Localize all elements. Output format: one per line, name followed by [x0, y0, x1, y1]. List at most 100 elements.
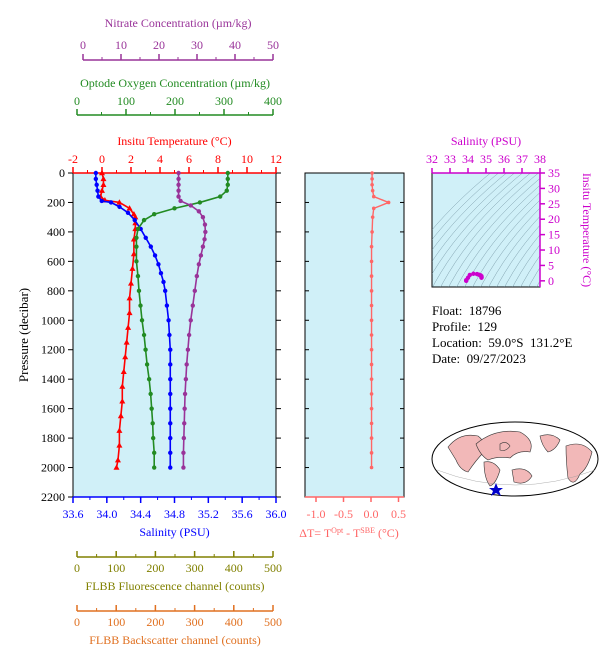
- delta-t-point: [371, 206, 376, 211]
- oxygen-point: [135, 273, 141, 279]
- temperature-point: [116, 199, 123, 205]
- fluorescence-axis-title: FLBB Fluorescence channel (counts): [86, 579, 265, 593]
- map-landmass: [511, 468, 533, 484]
- salinity-point: [143, 235, 148, 240]
- temperature-tick-label: 0: [99, 152, 105, 166]
- pressure-tick-label: 1600: [41, 402, 65, 416]
- delta-t-point: [369, 274, 374, 278]
- pressure-tick-label: 800: [47, 284, 65, 298]
- temperature-tick-label: 8: [215, 152, 221, 166]
- temperature-point: [113, 464, 120, 470]
- ts-xaxis-title: Salinity (PSU): [451, 134, 521, 148]
- nitrate-tick-label: 10: [115, 38, 127, 52]
- oxygen-point: [141, 217, 147, 223]
- delta-t-point: [369, 303, 374, 308]
- delta-t-point: [371, 194, 376, 199]
- ts-xtick-label: 33: [444, 152, 456, 166]
- oxygen-point: [150, 435, 156, 441]
- backscatter-tick-label: 200: [146, 615, 164, 629]
- nitrate-point: [176, 188, 181, 193]
- temperature-point: [130, 250, 137, 257]
- temperature-point: [130, 236, 137, 242]
- ts-point: [479, 275, 484, 280]
- salinity-axis-title: Salinity (PSU): [139, 525, 209, 539]
- oxygen-point: [152, 212, 157, 217]
- oxygen-point: [148, 391, 153, 397]
- oxygen-point: [152, 465, 157, 470]
- nitrate-point: [183, 376, 189, 382]
- salinity-point: [95, 188, 100, 193]
- nitrate-point: [181, 435, 187, 441]
- salinity-point: [117, 204, 122, 210]
- float-location-star-icon: [489, 483, 503, 496]
- salinity-point: [148, 244, 154, 249]
- fluorescence-tick-label: 400: [225, 561, 243, 575]
- temperature-point: [116, 427, 123, 433]
- ts-xtick-label: 38: [534, 152, 546, 166]
- delta-t-point: [370, 177, 374, 181]
- delta-t-xtick-label: -0.5: [334, 507, 353, 521]
- salinity-tick-label: 35.2: [198, 507, 219, 521]
- pressure-axis-title: Pressure (decibar): [16, 288, 31, 382]
- temperature-point: [119, 398, 126, 404]
- ts-ytick-label: 5: [548, 258, 554, 272]
- ts-xtick-label: 36: [498, 152, 510, 166]
- oxygen-point: [134, 244, 139, 249]
- nitrate-point: [202, 237, 207, 242]
- salinity-point: [166, 318, 171, 323]
- fluorescence-tick-label: 200: [146, 561, 164, 575]
- info-date: Date: 09/27/2023: [432, 351, 526, 366]
- oxygen-point: [146, 376, 152, 382]
- info-float: Float: 18796: [432, 303, 502, 318]
- main-plot-area: [72, 172, 277, 498]
- nitrate-point: [203, 229, 208, 235]
- ts-contour: [432, 173, 515, 262]
- temperature-point: [99, 187, 105, 193]
- delta-t-point: [370, 182, 374, 187]
- ts-xtick-label: 37: [516, 152, 528, 166]
- nitrate-point: [198, 253, 204, 258]
- ts-ytick-label: 15: [548, 228, 560, 242]
- delta-t-xtick-label: 0.5: [391, 507, 406, 521]
- fluorescence-tick-label: 500: [264, 561, 282, 575]
- salinity-point: [94, 182, 99, 187]
- oxygen-point: [152, 450, 157, 456]
- ts-ytick-label: 35: [548, 166, 560, 180]
- info-profile: Profile: 129: [432, 319, 497, 334]
- oxygen-point: [217, 194, 223, 199]
- salinity-point: [125, 210, 131, 215]
- temperature-point: [100, 181, 107, 187]
- salinity-point: [164, 303, 170, 308]
- pressure-tick-label: 2000: [41, 461, 65, 475]
- delta-t-xtick-label: -1.0: [307, 507, 326, 521]
- temperature-point: [122, 353, 129, 360]
- oxygen-point: [144, 362, 150, 367]
- temperature-point: [117, 412, 124, 419]
- backscatter-axis-title: FLBB Backscatter channel (counts): [89, 633, 261, 647]
- oxygen-point: [134, 259, 139, 264]
- delta-t-point: [369, 244, 374, 249]
- backscatter-tick-label: 500: [264, 615, 282, 629]
- ts-contour: [432, 173, 523, 275]
- salinity-point: [152, 253, 158, 258]
- salinity-point: [167, 332, 172, 338]
- fluorescence-tick-label: 0: [74, 561, 80, 575]
- nitrate-point: [186, 332, 192, 338]
- world-map: [431, 421, 599, 497]
- oxygen-point: [143, 347, 148, 352]
- salinity-point: [96, 194, 101, 199]
- delta-t-point: [369, 421, 374, 426]
- pressure-tick-label: 1800: [41, 431, 65, 445]
- delta-t-point: [369, 392, 374, 396]
- temperature-axis-title: Insitu Temperature (°C): [117, 134, 231, 148]
- nitrate-tick-label: 40: [229, 38, 241, 52]
- temperature-point: [114, 456, 121, 463]
- delta-t-xtick-label: 0.0: [364, 507, 379, 521]
- oxygen-axis-title: Optode Oxygen Concentration (µm/kg): [80, 76, 270, 90]
- ts-xtick-label: 35: [480, 152, 492, 166]
- delta-t-axis-title: ΔT= TOpt - TSBE (°C): [299, 526, 399, 541]
- temperature-tick-label: -2: [68, 152, 78, 166]
- ts-point: [467, 272, 472, 278]
- delta-t-point: [369, 333, 374, 337]
- salinity-tick-label: 33.6: [63, 507, 84, 521]
